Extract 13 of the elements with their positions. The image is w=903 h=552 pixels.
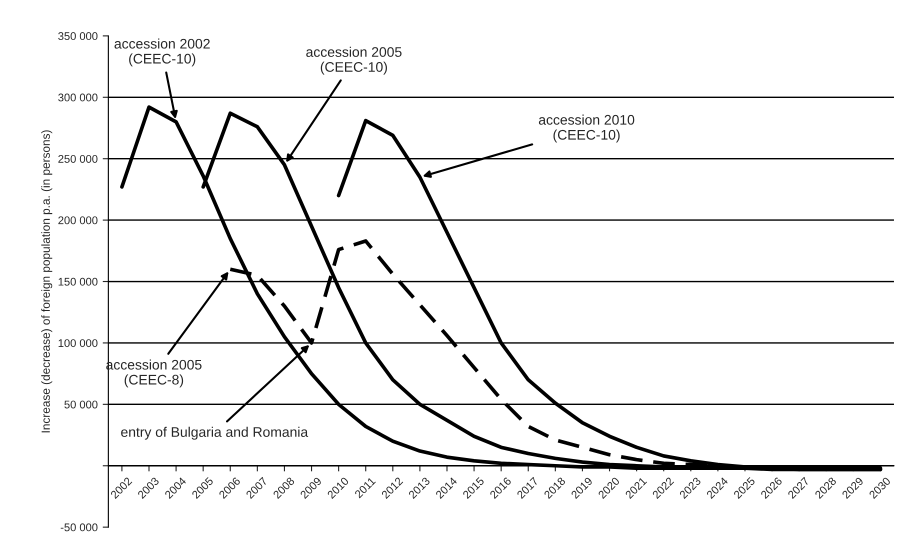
y-tick-label: 250 000 xyxy=(58,154,98,163)
y-tick-label: 100 000 xyxy=(58,339,98,348)
annotation: entry of Bulgaria and Romania xyxy=(121,426,308,440)
y-tick-label: 150 000 xyxy=(58,278,98,286)
y-tick-label: 200 000 xyxy=(58,216,98,224)
y-tick-label: -50 000 xyxy=(60,523,98,532)
y-tick-label: 350 000 xyxy=(58,32,98,40)
y-tick-label: 50 000 xyxy=(64,400,98,408)
y-axis-title: Increase (decrease) of foreign population p.a. (in persons) xyxy=(41,130,52,432)
annotation: accession 2002 (CEEC-10) xyxy=(114,38,210,66)
y-tick-label: 300 000 xyxy=(58,94,98,102)
annotation: accession 2005 (CEEC-10) xyxy=(306,46,402,75)
annotation: accession 2010 (CEEC-10) xyxy=(538,114,634,142)
